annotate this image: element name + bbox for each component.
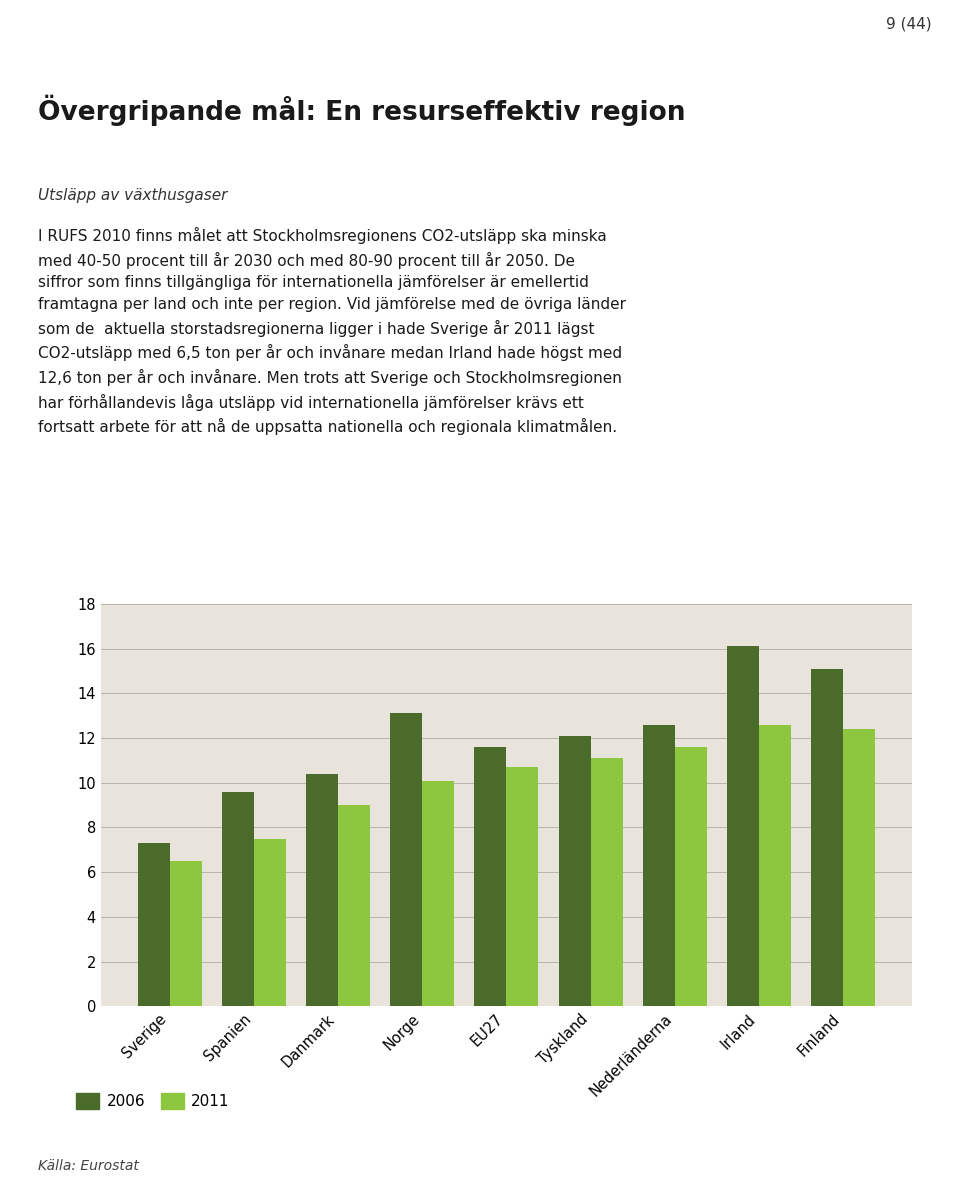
Bar <box>338 805 370 1006</box>
Bar <box>675 747 707 1006</box>
Legend: 2006, 2011: 2006, 2011 <box>70 1087 236 1115</box>
Bar <box>253 838 286 1006</box>
Bar <box>306 774 338 1006</box>
Bar <box>759 725 791 1006</box>
Text: 9 (44): 9 (44) <box>885 17 931 31</box>
Bar <box>643 725 675 1006</box>
Text: Utsläpp av växthusgaser (ton CO² per invånare): Utsläpp av växthusgaser (ton CO² per inv… <box>52 555 500 575</box>
Text: I RUFS 2010 finns målet att Stockholmsregionens CO2-utsläpp ska minska
med 40-50: I RUFS 2010 finns målet att Stockholmsre… <box>38 227 626 436</box>
Bar <box>222 792 253 1006</box>
Bar <box>422 780 454 1006</box>
Bar <box>137 843 170 1006</box>
Text: Källa: Eurostat: Källa: Eurostat <box>38 1159 139 1173</box>
Bar <box>507 767 539 1006</box>
Bar <box>474 747 507 1006</box>
Bar <box>390 714 422 1006</box>
Bar <box>843 729 876 1006</box>
Text: Utsläpp av växthusgaser: Utsläpp av växthusgaser <box>38 188 228 204</box>
Bar <box>590 758 623 1006</box>
Bar <box>811 669 843 1006</box>
Text: Övergripande mål: En resurseffektiv region: Övergripande mål: En resurseffektiv regi… <box>38 95 685 126</box>
Bar <box>170 861 202 1006</box>
Bar <box>727 646 759 1006</box>
Bar <box>559 735 590 1006</box>
